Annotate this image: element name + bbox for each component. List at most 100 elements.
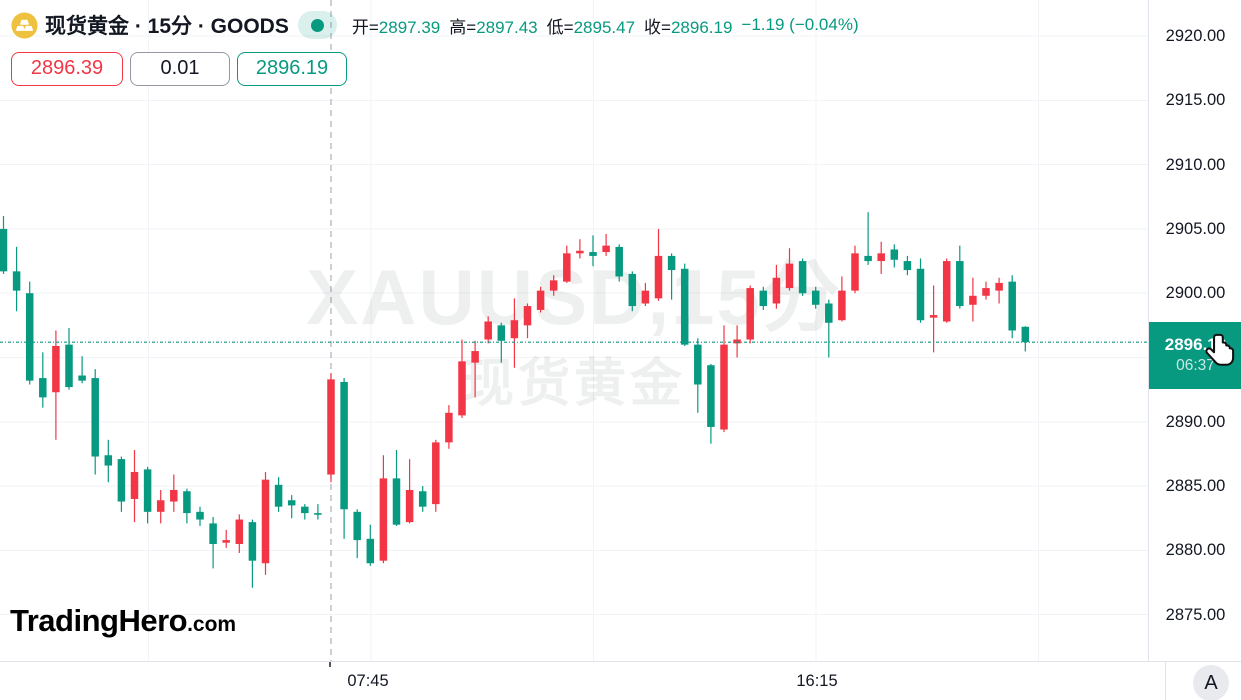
ohlc-high: 高=2897.43	[449, 17, 538, 37]
candle	[733, 325, 741, 358]
candle	[785, 248, 794, 291]
candle	[471, 340, 479, 398]
candle	[838, 276, 846, 322]
ohlc-close: 收=2896.19	[644, 17, 733, 37]
candle	[274, 477, 283, 512]
candle	[91, 369, 99, 475]
candle	[353, 509, 361, 559]
candle	[170, 474, 178, 512]
price-tick-label: 2900.00	[1165, 284, 1226, 303]
candle	[825, 299, 833, 358]
candles	[0, 212, 1030, 588]
time-scale[interactable]: 07:45 16:15	[0, 661, 1241, 700]
candle	[811, 286, 820, 309]
candle	[982, 281, 990, 300]
candle	[707, 363, 715, 444]
candle	[0, 216, 8, 274]
logo-brand: TradingHero	[10, 603, 188, 638]
candle	[143, 466, 152, 524]
candle	[248, 519, 257, 588]
candle	[340, 378, 348, 539]
candle	[864, 212, 872, 265]
buy-price-button[interactable]: 2896.19	[237, 52, 347, 86]
market-status-toggle[interactable]	[297, 11, 337, 39]
time-tick-label: 07:45	[347, 672, 389, 690]
candle	[379, 455, 388, 564]
sell-price-button[interactable]: 2896.39	[11, 52, 123, 86]
axis-corner-divider	[1165, 662, 1166, 700]
last-price-badge: 2896.19 06:37	[1149, 321, 1241, 389]
price-tick-label: 2920.00	[1165, 27, 1226, 45]
candle	[772, 264, 781, 309]
symbol-title[interactable]: 现货黄金 · 15分 · GOODS	[45, 15, 289, 38]
candle	[65, 327, 73, 390]
gold-ingots-icon	[11, 11, 38, 39]
candle	[563, 245, 571, 283]
candle	[798, 258, 807, 296]
symbol-legend: 现货黄金 · 15分 · GOODS 开=2897.39 高=2897.43 低…	[11, 10, 859, 40]
price-tick-label: 2880.00	[1165, 541, 1226, 560]
watermark-name: 现货黄金	[462, 355, 686, 413]
candle	[366, 524, 375, 566]
candle	[222, 529, 230, 548]
candlestick-canvas[interactable]: XAUUSD,15分 现货黄金	[0, 0, 1148, 661]
candle	[12, 246, 21, 312]
price-tick-label: 2875.00	[1165, 605, 1226, 624]
candle	[156, 489, 165, 524]
candle	[405, 459, 414, 524]
candle	[327, 372, 335, 483]
candle	[759, 286, 768, 310]
candle	[196, 506, 204, 526]
candle	[916, 258, 925, 323]
candle	[484, 316, 492, 344]
candle	[720, 325, 728, 433]
candle	[536, 286, 545, 313]
tradinghero-logo: TradingHero.com	[10, 603, 236, 639]
candle	[314, 504, 322, 520]
candle	[39, 352, 47, 408]
candle	[183, 488, 191, 524]
candle	[602, 234, 610, 256]
candle	[78, 356, 86, 384]
last-price-value: 2896.19	[1164, 335, 1227, 355]
corner-a-button[interactable]: A	[1193, 665, 1229, 700]
ohlc-open: 开=2897.39	[351, 17, 441, 37]
candle	[956, 245, 964, 309]
candle	[851, 245, 859, 294]
candle	[589, 235, 597, 267]
price-tick-label: 2910.00	[1165, 155, 1226, 174]
candle	[445, 405, 453, 449]
grid-lines	[0, 0, 1148, 661]
candle	[680, 263, 689, 346]
trade-panel: 2896.39 0.01 2896.19	[11, 52, 347, 86]
candle	[667, 253, 676, 300]
price-tick-label: 2905.00	[1165, 219, 1226, 238]
session-break-tick	[329, 662, 331, 667]
candle	[969, 277, 977, 322]
candle	[52, 330, 60, 440]
candle	[510, 298, 519, 368]
candle	[261, 471, 270, 575]
candle	[117, 456, 126, 512]
candle	[549, 275, 558, 296]
candle	[418, 486, 427, 512]
ohlc-legend: 开=2897.39 高=2897.43 低=2895.47 收=2896.19 …	[352, 13, 859, 38]
candle	[995, 277, 1003, 304]
candle	[942, 258, 951, 323]
market-open-dot-icon	[310, 18, 324, 32]
ohlc-low: 低=2895.47	[546, 17, 636, 37]
candle	[523, 303, 532, 339]
candle	[301, 504, 309, 520]
price-tick-label: 2885.00	[1165, 477, 1226, 496]
candle	[877, 241, 885, 274]
candle	[576, 239, 584, 259]
candle	[746, 285, 754, 344]
quantity-field[interactable]: 0.01	[130, 52, 230, 86]
candle	[1021, 326, 1030, 352]
logo-tld: .com	[187, 613, 237, 636]
candle	[287, 495, 296, 519]
price-scale[interactable]: 2896.19 06:37 2920.00 2915.00 2910.00 2905.…	[1148, 0, 1241, 661]
candle	[235, 514, 244, 553]
price-tick-label: 2890.00	[1165, 412, 1226, 431]
